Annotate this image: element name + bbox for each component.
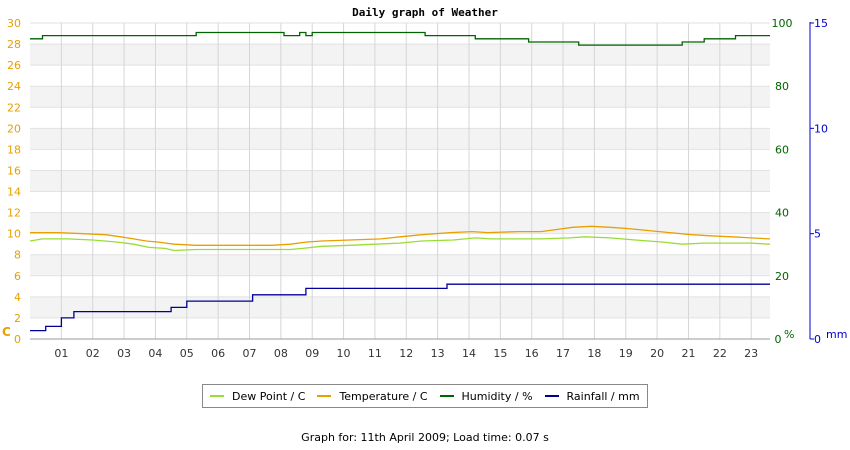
- legend: Dew Point / C Temperature / C Humidity /…: [202, 384, 648, 408]
- humidity-tick-label: 20: [775, 270, 789, 283]
- left-tick-label: 14: [7, 186, 21, 199]
- left-tick-label: 6: [14, 270, 21, 283]
- rain-tick-label: 5: [814, 228, 821, 241]
- background-band: [30, 107, 770, 129]
- legend-label: Dew Point / C: [232, 389, 306, 403]
- left-tick-label: 22: [7, 101, 21, 114]
- legend-swatch-temperature: [317, 395, 332, 397]
- legend-label: Rainfall / mm: [566, 389, 640, 403]
- x-tick-label: 12: [399, 347, 413, 360]
- background-band: [30, 212, 770, 234]
- background-band: [30, 44, 770, 66]
- legend-swatch-dew-point: [210, 395, 224, 397]
- humidity-tick-label: 40: [775, 207, 789, 220]
- x-tick-label: 01: [54, 347, 68, 360]
- background-band: [30, 317, 770, 339]
- x-tick-label: 19: [619, 347, 633, 360]
- x-tick-label: 11: [368, 347, 382, 360]
- left-tick-label: 20: [7, 122, 21, 135]
- series-lines: [29, 31, 771, 332]
- left-tick-label: 12: [7, 207, 21, 220]
- x-tick-label: 23: [744, 347, 758, 360]
- left-tick-label: 16: [7, 164, 21, 177]
- x-tick-label: 15: [493, 347, 507, 360]
- background-band: [30, 191, 770, 213]
- humidity-axis-unit: %: [784, 328, 794, 341]
- left-tick-label: 24: [7, 80, 21, 93]
- rain-tick-label: 10: [814, 122, 828, 135]
- background-band: [30, 254, 770, 276]
- x-tick-label: 09: [305, 347, 319, 360]
- background-bands: [30, 22, 770, 340]
- humidity-tick-label: 80: [775, 80, 789, 93]
- legend-label: Humidity / %: [461, 389, 533, 403]
- x-tick-label: 14: [462, 347, 476, 360]
- background-band: [30, 23, 770, 45]
- legend-swatch-rainfall: [544, 395, 559, 397]
- left-tick-label: 26: [7, 59, 21, 72]
- x-tick-label: 20: [650, 347, 664, 360]
- humidity-tick-label: 60: [775, 143, 789, 156]
- background-band: [30, 128, 770, 150]
- left-tick-label: 4: [14, 291, 21, 304]
- left-tick-label: 10: [7, 228, 21, 241]
- x-tick-label: 18: [587, 347, 601, 360]
- x-tick-label: 02: [86, 347, 100, 360]
- humidity-line: [30, 31, 770, 46]
- temperature-line: [30, 225, 771, 246]
- legend-item-temperature: Temperature / C: [317, 389, 428, 403]
- left-tick-label: 18: [7, 143, 21, 156]
- legend-swatch-humidity: [439, 395, 454, 397]
- vertical-gridlines: [60, 23, 752, 339]
- x-tick-label: 13: [431, 347, 445, 360]
- humidity-tick-label: 0: [775, 333, 782, 346]
- x-tick-label: 05: [180, 347, 194, 360]
- background-band: [30, 296, 770, 318]
- left-tick-label: 0: [14, 333, 21, 346]
- x-tick-label: 17: [556, 347, 570, 360]
- x-axis-ticks: 01 02 03 04 05 06 07 08 09 10 11 12 13 14 15 16 17 18 19 20…: [54, 347, 758, 360]
- background-band: [30, 86, 770, 108]
- legend-item-rainfall: Rainfall / mm: [544, 389, 640, 403]
- x-tick-label: 08: [274, 347, 288, 360]
- x-tick-label: 07: [242, 347, 256, 360]
- x-tick-label: 22: [713, 347, 727, 360]
- left-tick-label: 2: [14, 312, 21, 325]
- x-tick-label: 03: [117, 347, 131, 360]
- x-tick-label: 06: [211, 347, 225, 360]
- rain-axis-ticks: 0 5 10 15: [810, 17, 828, 346]
- legend-item-dew-point: Dew Point / C: [210, 390, 305, 403]
- dew-point-line: [29, 236, 771, 252]
- rain-tick-label: 0: [814, 333, 821, 346]
- background-band: [30, 149, 770, 171]
- x-tick-label: 21: [681, 347, 695, 360]
- left-tick-label: 8: [14, 249, 21, 262]
- x-tick-label: 10: [337, 347, 351, 360]
- chart-title: Daily graph of Weather: [352, 6, 498, 19]
- rainfall-line: [30, 283, 770, 332]
- humidity-axis-ticks: 20 40 60 80 100 0: [772, 17, 793, 346]
- weather-chart: Daily graph of Weather 02468101214161820…: [2, 6, 847, 360]
- legend-item-humidity: Humidity / %: [439, 389, 533, 403]
- rain-tick-label: 15: [814, 17, 828, 30]
- humidity-tick-label: 100: [772, 17, 793, 30]
- x-tick-label: 16: [525, 347, 539, 360]
- legend-label: Temperature / C: [339, 389, 428, 403]
- background-band: [30, 65, 770, 87]
- left-axis-unit: C: [2, 325, 11, 339]
- x-tick-label: 04: [148, 347, 162, 360]
- background-band: [30, 275, 770, 297]
- background-band: [30, 170, 770, 192]
- footer-text: Graph for: 11th April 2009; Load time: 0…: [301, 431, 549, 444]
- left-tick-label: 30: [7, 17, 21, 30]
- left-tick-label: 28: [7, 38, 21, 51]
- rain-axis-unit: mm: [826, 328, 847, 341]
